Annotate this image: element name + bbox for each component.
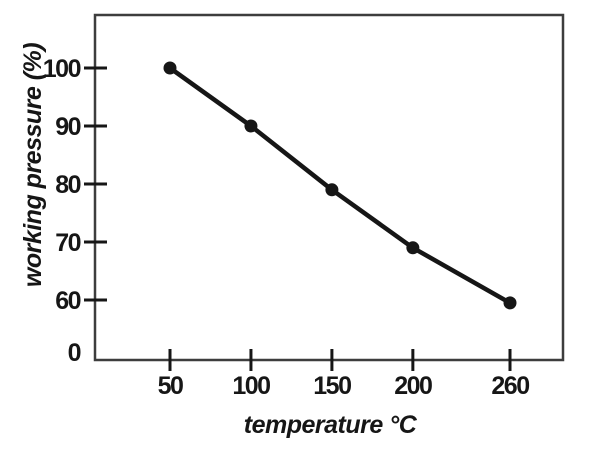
data-point: [244, 119, 258, 133]
y-tick-label: 100: [43, 55, 81, 83]
x-axis-title: temperature °C: [244, 411, 418, 439]
data-point: [325, 183, 339, 197]
data-point: [503, 296, 517, 310]
y-tick-label: 70: [55, 229, 80, 257]
plot-border: [93, 13, 565, 362]
data-point: [163, 61, 177, 75]
x-tick-label: 50: [158, 372, 183, 400]
y-axis-title: working pressure (%): [19, 43, 47, 287]
working-pressure-curve: [167, 65, 513, 306]
y-tick-label: 80: [55, 171, 80, 199]
x-tick-label: 200: [394, 372, 432, 400]
data-point: [406, 241, 420, 255]
x-tick-label: 260: [491, 372, 529, 400]
y-tick-label: 60: [55, 287, 80, 315]
y-tick-label-origin: 0: [68, 339, 81, 367]
x-tick-label: 150: [313, 372, 351, 400]
chart-plot-layer: 100 90 80 70 60 0 50 100 150 200 260: [43, 13, 565, 400]
y-tick-label: 90: [55, 113, 80, 141]
x-tick-label: 100: [232, 372, 270, 400]
